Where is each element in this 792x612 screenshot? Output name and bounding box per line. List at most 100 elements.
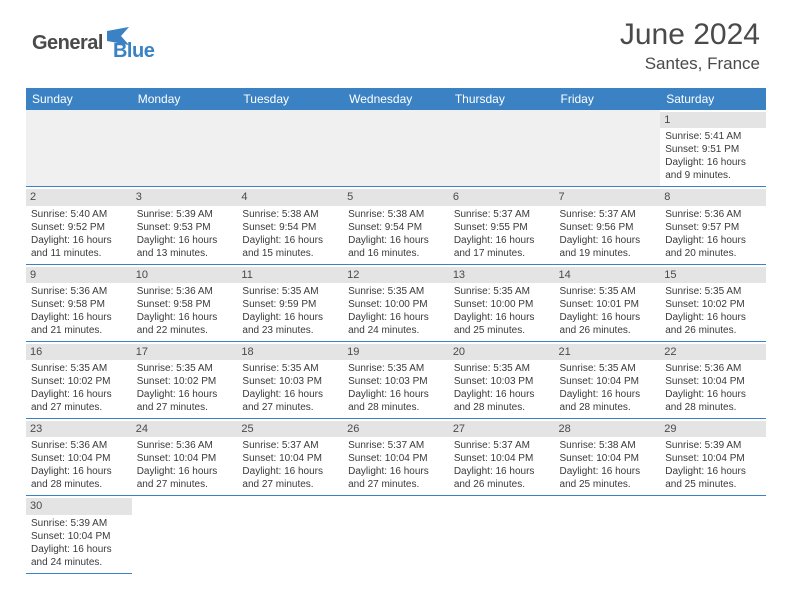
daylight-line-2: and 16 minutes. (348, 247, 444, 260)
sunset-line: Sunset: 10:04 PM (665, 375, 761, 388)
calendar-cell: 2Sunrise: 5:40 AMSunset: 9:52 PMDaylight… (26, 187, 132, 264)
daylight-line-2: and 19 minutes. (560, 247, 656, 260)
month-title: June 2024 (620, 18, 760, 52)
weekday-header: Monday (132, 88, 238, 110)
daylight-line-1: Daylight: 16 hours (665, 388, 761, 401)
sunset-line: Sunset: 10:00 PM (348, 298, 444, 311)
day-number: 28 (555, 421, 661, 437)
calendar-table: SundayMondayTuesdayWednesdayThursdayFrid… (26, 88, 766, 574)
daylight-line-2: and 27 minutes. (31, 401, 127, 414)
weekday-header-row: SundayMondayTuesdayWednesdayThursdayFrid… (26, 88, 766, 110)
daylight-line-2: and 27 minutes. (348, 478, 444, 491)
daylight-line-2: and 24 minutes. (31, 556, 127, 569)
sunset-line: Sunset: 9:58 PM (137, 298, 233, 311)
day-number: 3 (132, 189, 238, 205)
calendar-cell: 9Sunrise: 5:36 AMSunset: 9:58 PMDaylight… (26, 264, 132, 341)
daylight-line-1: Daylight: 16 hours (348, 388, 444, 401)
sunset-line: Sunset: 10:03 PM (348, 375, 444, 388)
calendar-cell: 5Sunrise: 5:38 AMSunset: 9:54 PMDaylight… (343, 187, 449, 264)
daylight-line-1: Daylight: 16 hours (348, 311, 444, 324)
sunset-line: Sunset: 10:04 PM (560, 452, 656, 465)
sunrise-line: Sunrise: 5:37 AM (348, 439, 444, 452)
calendar-cell: 22Sunrise: 5:36 AMSunset: 10:04 PMDaylig… (660, 341, 766, 418)
calendar-cell: 18Sunrise: 5:35 AMSunset: 10:03 PMDaylig… (237, 341, 343, 418)
sunrise-line: Sunrise: 5:36 AM (31, 285, 127, 298)
day-number: 23 (26, 421, 132, 437)
daylight-line-2: and 28 minutes. (31, 478, 127, 491)
daylight-line-2: and 28 minutes. (348, 401, 444, 414)
sunset-line: Sunset: 10:00 PM (454, 298, 550, 311)
day-number: 22 (660, 344, 766, 360)
calendar-cell: 26Sunrise: 5:37 AMSunset: 10:04 PMDaylig… (343, 419, 449, 496)
calendar-cell: 12Sunrise: 5:35 AMSunset: 10:00 PMDaylig… (343, 264, 449, 341)
daylight-line-2: and 28 minutes. (454, 401, 550, 414)
daylight-line-2: and 25 minutes. (560, 478, 656, 491)
daylight-line-2: and 28 minutes. (560, 401, 656, 414)
day-number: 7 (555, 189, 661, 205)
daylight-line-1: Daylight: 16 hours (137, 465, 233, 478)
sunrise-line: Sunrise: 5:35 AM (242, 362, 338, 375)
day-number: 9 (26, 267, 132, 283)
sunrise-line: Sunrise: 5:35 AM (348, 362, 444, 375)
calendar-cell: 11Sunrise: 5:35 AMSunset: 9:59 PMDayligh… (237, 264, 343, 341)
sunrise-line: Sunrise: 5:37 AM (560, 208, 656, 221)
day-number: 21 (555, 344, 661, 360)
sunrise-line: Sunrise: 5:38 AM (242, 208, 338, 221)
calendar-cell: 8Sunrise: 5:36 AMSunset: 9:57 PMDaylight… (660, 187, 766, 264)
calendar-cell (660, 496, 766, 573)
sunset-line: Sunset: 10:02 PM (665, 298, 761, 311)
calendar-cell: 21Sunrise: 5:35 AMSunset: 10:04 PMDaylig… (555, 341, 661, 418)
day-number: 18 (237, 344, 343, 360)
day-number: 2 (26, 189, 132, 205)
sunset-line: Sunset: 10:04 PM (31, 530, 127, 543)
calendar-cell: 19Sunrise: 5:35 AMSunset: 10:03 PMDaylig… (343, 341, 449, 418)
sunset-line: Sunset: 9:54 PM (348, 221, 444, 234)
daylight-line-1: Daylight: 16 hours (665, 156, 761, 169)
sunrise-line: Sunrise: 5:37 AM (454, 439, 550, 452)
daylight-line-1: Daylight: 16 hours (137, 388, 233, 401)
daylight-line-2: and 25 minutes. (665, 478, 761, 491)
daylight-line-1: Daylight: 16 hours (348, 465, 444, 478)
day-number: 11 (237, 267, 343, 283)
weekday-header: Wednesday (343, 88, 449, 110)
weekday-header: Sunday (26, 88, 132, 110)
calendar-body: 1Sunrise: 5:41 AMSunset: 9:51 PMDaylight… (26, 110, 766, 573)
sunset-line: Sunset: 10:04 PM (242, 452, 338, 465)
day-number: 25 (237, 421, 343, 437)
sunset-line: Sunset: 10:04 PM (560, 375, 656, 388)
daylight-line-1: Daylight: 16 hours (31, 465, 127, 478)
calendar-cell: 13Sunrise: 5:35 AMSunset: 10:00 PMDaylig… (449, 264, 555, 341)
sunrise-line: Sunrise: 5:37 AM (242, 439, 338, 452)
day-number: 10 (132, 267, 238, 283)
brand-text-2: Blue (113, 40, 154, 63)
daylight-line-2: and 26 minutes. (454, 478, 550, 491)
daylight-line-1: Daylight: 16 hours (560, 311, 656, 324)
sunrise-line: Sunrise: 5:36 AM (665, 208, 761, 221)
weekday-header: Saturday (660, 88, 766, 110)
daylight-line-2: and 22 minutes. (137, 324, 233, 337)
sunrise-line: Sunrise: 5:35 AM (242, 285, 338, 298)
daylight-line-1: Daylight: 16 hours (454, 311, 550, 324)
day-number: 29 (660, 421, 766, 437)
daylight-line-2: and 9 minutes. (665, 169, 761, 182)
daylight-line-1: Daylight: 16 hours (665, 234, 761, 247)
daylight-line-1: Daylight: 16 hours (454, 234, 550, 247)
sunrise-line: Sunrise: 5:41 AM (665, 130, 761, 143)
daylight-line-1: Daylight: 16 hours (665, 311, 761, 324)
daylight-line-2: and 17 minutes. (454, 247, 550, 260)
sunrise-line: Sunrise: 5:35 AM (454, 362, 550, 375)
calendar-cell: 4Sunrise: 5:38 AMSunset: 9:54 PMDaylight… (237, 187, 343, 264)
calendar-cell (132, 496, 238, 573)
sunset-line: Sunset: 10:04 PM (31, 452, 127, 465)
sunrise-line: Sunrise: 5:35 AM (348, 285, 444, 298)
brand-logo: General Blue (32, 24, 154, 63)
daylight-line-2: and 11 minutes. (31, 247, 127, 260)
calendar-row: 23Sunrise: 5:36 AMSunset: 10:04 PMDaylig… (26, 419, 766, 496)
calendar-cell: 29Sunrise: 5:39 AMSunset: 10:04 PMDaylig… (660, 419, 766, 496)
brand-text-1: General (32, 32, 103, 55)
sunrise-line: Sunrise: 5:39 AM (665, 439, 761, 452)
day-number: 14 (555, 267, 661, 283)
sunrise-line: Sunrise: 5:36 AM (137, 285, 233, 298)
calendar-cell (343, 496, 449, 573)
day-number: 8 (660, 189, 766, 205)
